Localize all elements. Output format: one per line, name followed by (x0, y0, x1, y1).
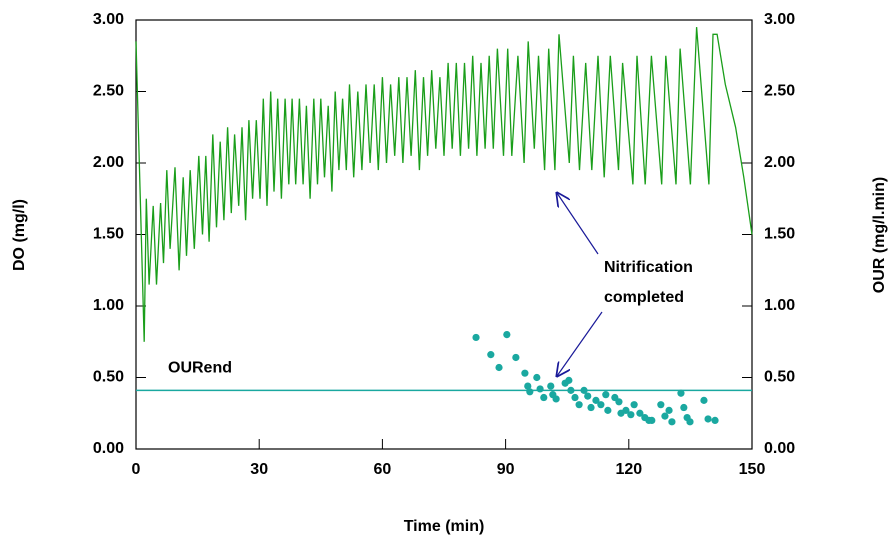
y2-tick-label: 2.00 (764, 154, 795, 171)
our-point (512, 353, 520, 362)
our-point (604, 406, 612, 414)
our-point (648, 416, 656, 424)
our-point (547, 382, 555, 390)
our-point (657, 401, 665, 409)
x-tick-label: 120 (615, 461, 642, 478)
our-point (524, 382, 532, 390)
y-tick-label: 3.00 (93, 11, 124, 28)
our-point (704, 415, 712, 423)
our-point (526, 388, 534, 396)
our-point (540, 393, 548, 402)
y-tick-label: 1.00 (93, 297, 124, 314)
do-line (135, 27, 753, 342)
y-tick-label: 1.50 (93, 226, 124, 243)
our-point (700, 396, 708, 404)
annotation: completed (604, 289, 684, 306)
y2-axis-title: OUR (mg/l.min) (871, 177, 888, 293)
y2-tick-label: 2.50 (764, 83, 795, 100)
x-tick-label: 90 (497, 461, 515, 478)
our-point (602, 391, 610, 399)
y2-tick-label: 3.00 (764, 11, 795, 28)
our-point (630, 401, 638, 409)
y2-tick-label: 1.00 (764, 297, 795, 314)
our-point (680, 403, 688, 412)
y-tick-label: 2.00 (93, 154, 124, 171)
our-point (592, 396, 600, 404)
our-point (472, 333, 480, 342)
our-point (565, 376, 573, 384)
x-tick-label: 30 (250, 461, 268, 478)
our-point (495, 363, 503, 372)
y2-tick-label: 0.50 (764, 369, 795, 386)
y-tick-label: 0.50 (93, 369, 124, 386)
reference-label: OURend (168, 360, 232, 377)
our-point (597, 401, 605, 409)
our-point (487, 351, 495, 359)
y2-tick-label: 1.50 (764, 226, 795, 243)
our-point (668, 418, 676, 426)
our-point (711, 416, 719, 424)
y-tick-label: 2.50 (93, 83, 124, 100)
arrow (557, 193, 599, 255)
our-point (533, 373, 541, 382)
our-point (587, 403, 595, 412)
our-point (552, 395, 560, 403)
x-tick-label: 0 (132, 461, 141, 478)
our-point (575, 401, 583, 409)
our-point (503, 331, 511, 339)
our-point (536, 385, 544, 393)
annotation: Nitrification (604, 259, 693, 276)
our-point (636, 409, 644, 417)
our-point (567, 386, 575, 394)
our-point (521, 369, 529, 377)
arrow (557, 311, 603, 376)
x-tick-label: 60 (374, 461, 392, 478)
x-tick-label: 150 (739, 461, 766, 478)
plot-frame (135, 19, 753, 450)
y-axis-title: DO (mg/l) (11, 199, 28, 271)
our-point (627, 411, 635, 419)
our-point (571, 393, 579, 402)
our-point (661, 412, 669, 420)
our-point (686, 418, 694, 426)
y-tick-label: 0.00 (93, 440, 124, 457)
our-point (580, 386, 588, 394)
our-point (622, 406, 630, 414)
our-point (615, 398, 623, 406)
our-point (677, 389, 685, 397)
y2-tick-label: 0.00 (764, 440, 795, 457)
our-point (584, 392, 592, 400)
our-point (665, 406, 673, 414)
x-axis-title: Time (min) (404, 518, 485, 535)
